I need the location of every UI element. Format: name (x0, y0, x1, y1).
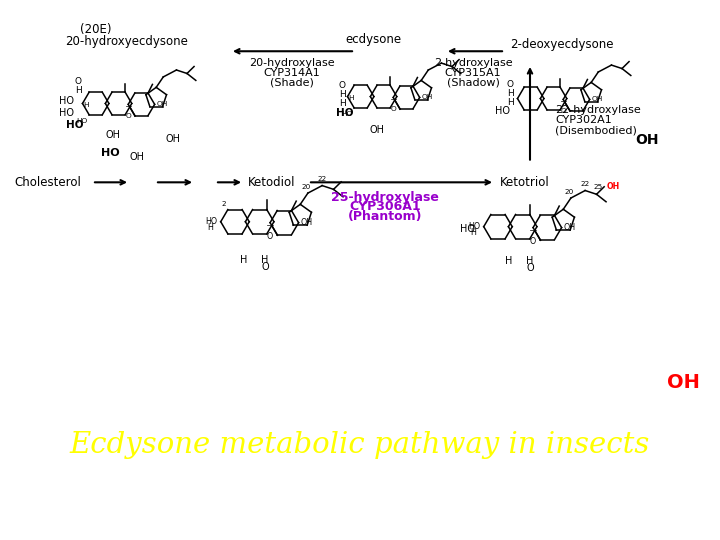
Text: O: O (390, 106, 396, 112)
Text: HO: HO (102, 148, 120, 158)
Text: 22: 22 (318, 176, 327, 181)
Text: 20: 20 (301, 184, 310, 190)
Text: (20E): (20E) (80, 23, 112, 36)
Text: CYP314A1: CYP314A1 (264, 68, 320, 78)
Text: H: H (338, 99, 346, 108)
Text: OH: OH (130, 152, 145, 161)
Text: CYP302A1: CYP302A1 (555, 115, 612, 125)
Text: OH: OH (105, 130, 120, 140)
Text: OH: OH (370, 125, 385, 135)
Text: OH: OH (157, 102, 168, 107)
Text: ecdysone: ecdysone (345, 33, 401, 46)
Text: H: H (507, 98, 513, 107)
Text: 2: 2 (221, 201, 226, 207)
Text: O: O (125, 113, 131, 119)
Text: (Shadow): (Shadow) (446, 78, 500, 88)
Text: O: O (560, 108, 566, 114)
Text: HO: HO (336, 109, 354, 118)
Text: 25-hydroxylase: 25-hydroxylase (331, 191, 439, 204)
Text: Ecdysone metabolic pathway in insects: Ecdysone metabolic pathway in insects (70, 431, 650, 459)
Text: OH: OH (165, 134, 180, 144)
Text: O: O (530, 237, 536, 246)
Text: H: H (348, 95, 354, 101)
Text: (Shade): (Shade) (270, 78, 314, 88)
Text: HO: HO (59, 109, 74, 118)
Text: H: H (470, 228, 476, 237)
Text: HO: HO (59, 96, 74, 105)
Text: CYP315A1: CYP315A1 (445, 68, 501, 78)
Text: CYP306A1: CYP306A1 (349, 200, 420, 213)
Text: H: H (207, 223, 213, 232)
Text: OH: OH (422, 94, 433, 100)
Text: From Niwa et al. J Biol Chem. Aug. 20   279, 35942-9 2004: From Niwa et al. J Biol Chem. Aug. 20 27… (158, 504, 562, 518)
Text: H: H (505, 256, 513, 266)
Text: HO: HO (495, 106, 510, 116)
Text: H: H (507, 89, 513, 98)
Text: OH: OH (635, 133, 659, 147)
Text: O: O (526, 263, 534, 273)
Text: HO: HO (460, 224, 475, 234)
Text: O: O (338, 81, 346, 90)
Text: 22-hydroxylase: 22-hydroxylase (555, 105, 641, 116)
Text: H: H (338, 90, 346, 99)
Text: 20-hydroxyecdysone: 20-hydroxyecdysone (65, 35, 188, 48)
Text: 2-hydroxylase: 2-hydroxylase (433, 58, 513, 68)
Text: O: O (261, 262, 269, 272)
Text: OH: OH (564, 223, 576, 232)
Text: Ketotriol: Ketotriol (500, 176, 550, 189)
Text: HO: HO (76, 118, 87, 124)
Text: HO: HO (206, 217, 217, 226)
Text: H: H (261, 255, 269, 265)
Text: HO: HO (66, 120, 84, 130)
Text: 25: 25 (594, 184, 603, 190)
Text: HO: HO (341, 111, 352, 117)
Text: H: H (75, 86, 81, 95)
Text: 20: 20 (564, 189, 574, 195)
Text: OH: OH (300, 218, 312, 227)
Text: OH: OH (592, 97, 603, 103)
Text: HO: HO (469, 222, 481, 231)
Text: Ketodiol: Ketodiol (248, 176, 295, 189)
Text: H: H (240, 255, 248, 265)
Text: OH: OH (667, 373, 700, 392)
Text: O: O (74, 77, 81, 86)
Text: Cholesterol: Cholesterol (14, 176, 81, 189)
Text: (Disembodied): (Disembodied) (555, 125, 637, 135)
Text: O: O (506, 80, 513, 89)
Text: O: O (267, 232, 273, 241)
Text: H: H (83, 102, 89, 108)
Text: H: H (526, 256, 534, 266)
Text: 2-deoxyecdysone: 2-deoxyecdysone (510, 38, 613, 51)
Text: (Phantom): (Phantom) (348, 210, 422, 224)
Text: 22: 22 (580, 180, 590, 187)
Text: OH: OH (606, 183, 619, 191)
Text: 20-hydroxylase: 20-hydroxylase (249, 58, 335, 68)
